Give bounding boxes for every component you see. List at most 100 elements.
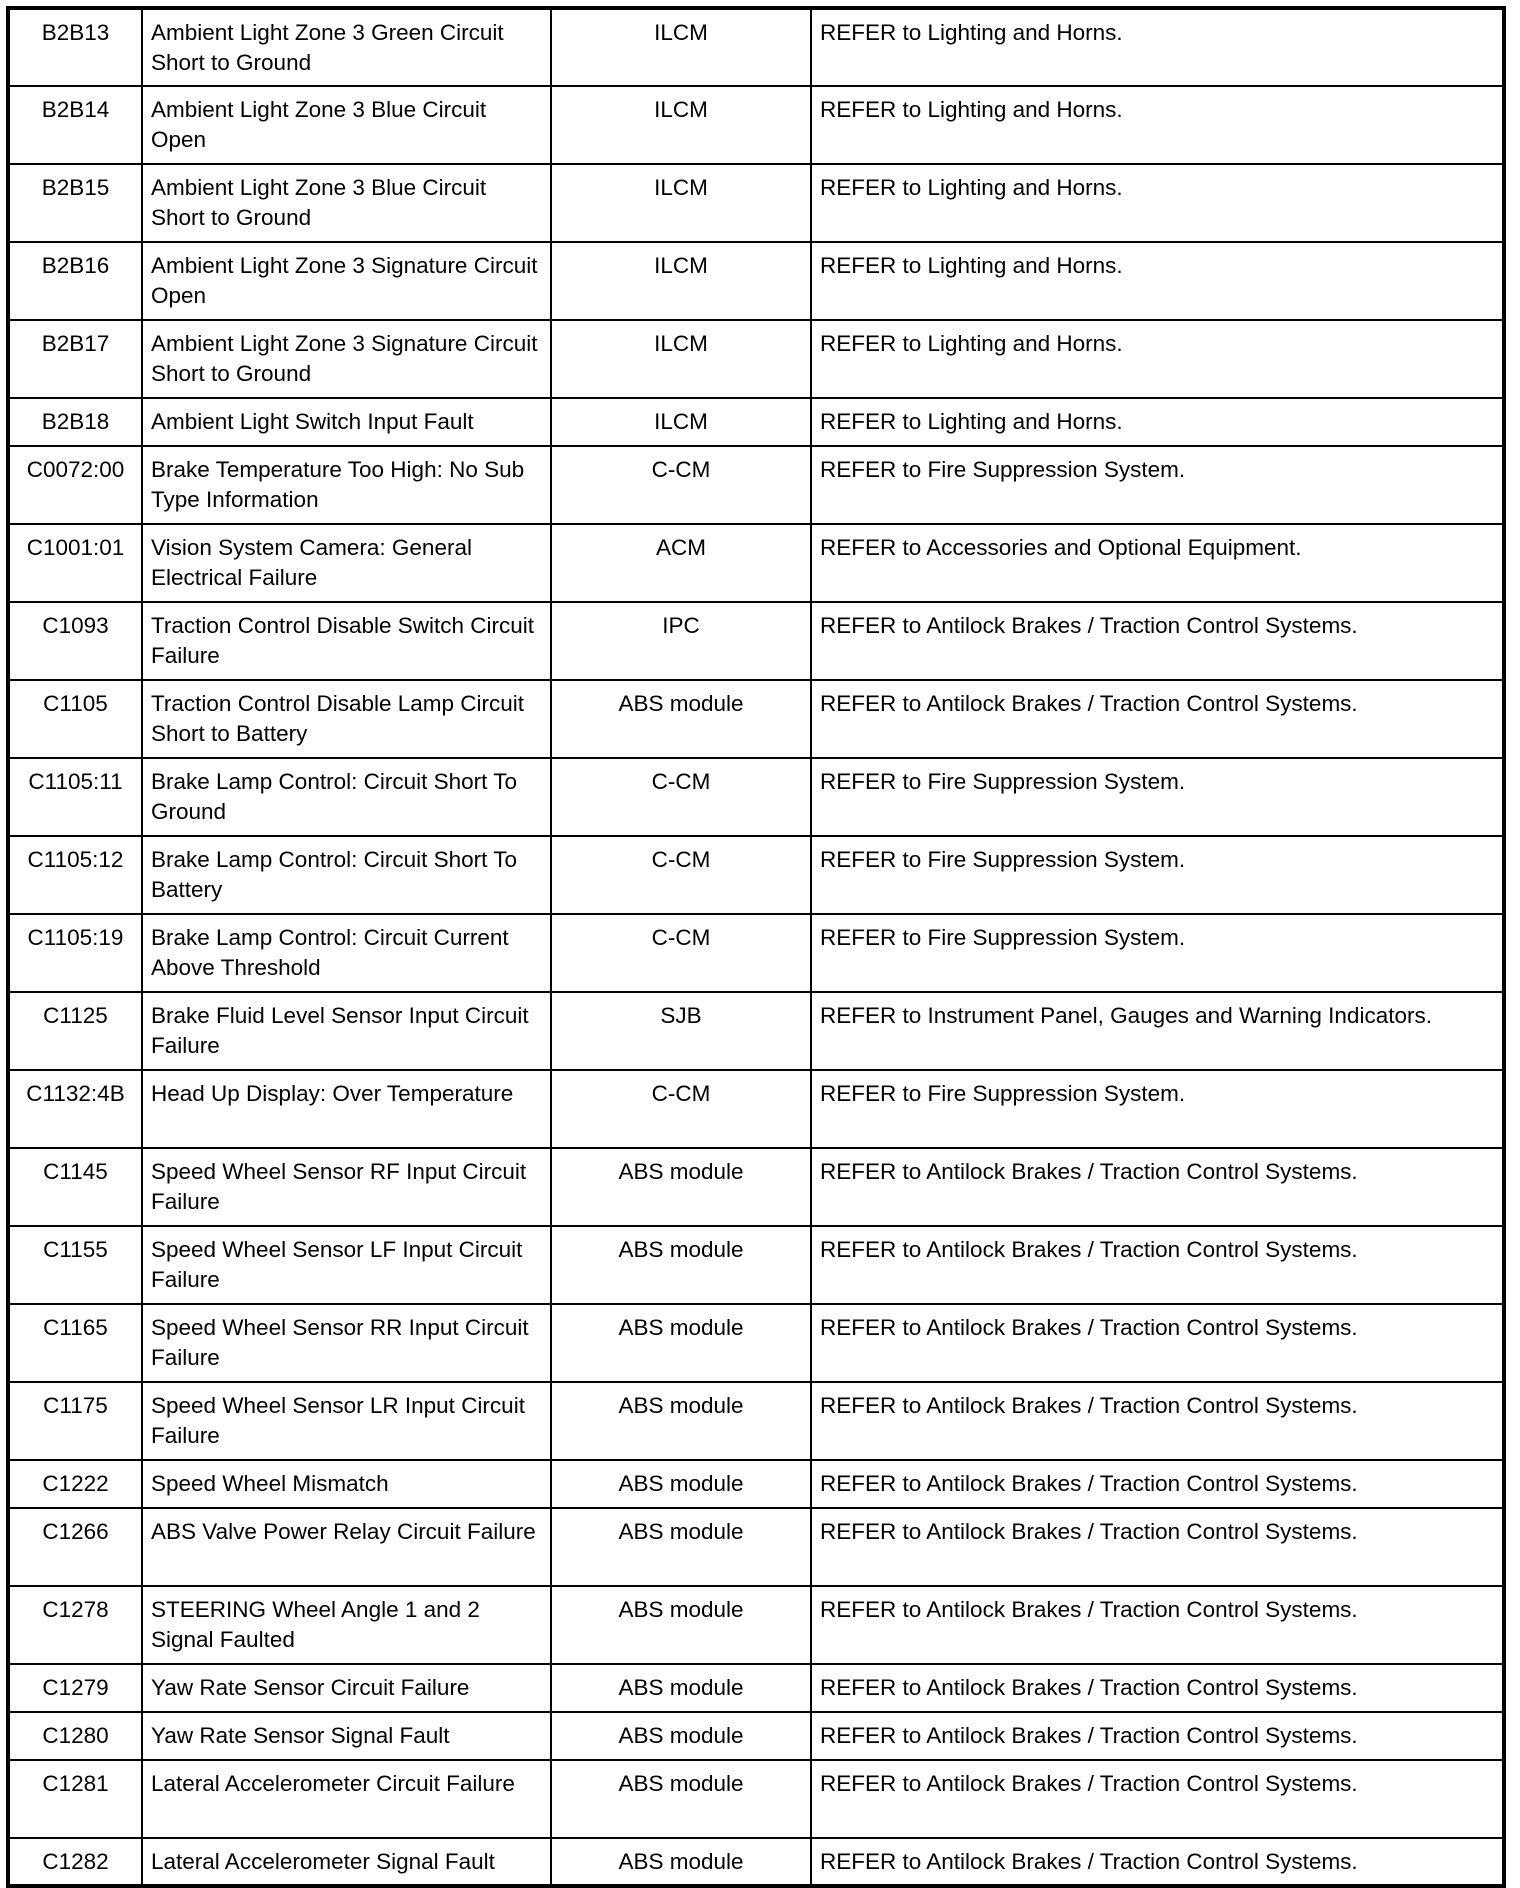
dtc-description: Brake Fluid Level Sensor Input Circuit F… (141, 991, 552, 1071)
dtc-table: B2B13 Ambient Light Zone 3 Green Circuit … (6, 6, 1506, 1888)
dtc-code: C1280 (7, 1711, 143, 1761)
module-name: C-CM (550, 913, 812, 993)
action-text: REFER to Fire Suppression System. (810, 835, 1505, 915)
action-text: REFER to Antilock Brakes / Traction Cont… (810, 1459, 1505, 1509)
dtc-description: Traction Control Disable Switch Circuit … (141, 601, 552, 681)
module-name: ABS module (550, 1225, 812, 1305)
action-text: REFER to Antilock Brakes / Traction Cont… (810, 1147, 1505, 1227)
action-text: REFER to Fire Suppression System. (810, 757, 1505, 837)
dtc-code: C1175 (7, 1381, 143, 1461)
action-text: REFER to Antilock Brakes / Traction Cont… (810, 1837, 1505, 1887)
module-name: ABS module (550, 1837, 812, 1887)
dtc-description: Brake Lamp Control: Circuit Current Abov… (141, 913, 552, 993)
module-name: ABS module (550, 1507, 812, 1587)
dtc-code: C1125 (7, 991, 143, 1071)
table-row: C0072:00 Brake Temperature Too High: No S… (7, 445, 1505, 525)
dtc-code: C1282 (7, 1837, 143, 1887)
dtc-description: Ambient Light Switch Input Fault (141, 397, 552, 447)
table-row: B2B18 Ambient Light Switch Input Fault ILC… (7, 397, 1505, 447)
module-name: ILCM (550, 319, 812, 399)
table-row: C1105:19 Brake Lamp Control: Circuit Curr… (7, 913, 1505, 993)
dtc-description: Lateral Accelerometer Circuit Failure (141, 1759, 552, 1839)
dtc-description: Brake Temperature Too High: No Sub Type … (141, 445, 552, 525)
action-text: REFER to Antilock Brakes / Traction Cont… (810, 1711, 1505, 1761)
dtc-code: C1093 (7, 601, 143, 681)
table-row: C1279 Yaw Rate Sensor Circuit Failure ABS … (7, 1663, 1505, 1713)
table-row: C1125 Brake Fluid Level Sensor Input Circ… (7, 991, 1505, 1071)
action-text: REFER to Antilock Brakes / Traction Cont… (810, 601, 1505, 681)
dtc-description: Brake Lamp Control: Circuit Short To Gro… (141, 757, 552, 837)
table-row: C1001:01 Vision System Camera: General El… (7, 523, 1505, 603)
module-name: C-CM (550, 445, 812, 525)
dtc-description: Lateral Accelerometer Signal Fault (141, 1837, 552, 1887)
action-text: REFER to Antilock Brakes / Traction Cont… (810, 1381, 1505, 1461)
action-text: REFER to Antilock Brakes / Traction Cont… (810, 1225, 1505, 1305)
dtc-description: Vision System Camera: General Electrical… (141, 523, 552, 603)
dtc-code: C1132:4B (7, 1069, 143, 1149)
table-row: C1093 Traction Control Disable Switch Cir… (7, 601, 1505, 681)
table-row: C1105 Traction Control Disable Lamp Circu… (7, 679, 1505, 759)
module-name: ILCM (550, 7, 812, 87)
table-row: B2B14 Ambient Light Zone 3 Blue Circuit O… (7, 85, 1505, 165)
table-row: B2B15 Ambient Light Zone 3 Blue Circuit S… (7, 163, 1505, 243)
action-text: REFER to Antilock Brakes / Traction Cont… (810, 1303, 1505, 1383)
action-text: REFER to Lighting and Horns. (810, 319, 1505, 399)
dtc-code: C1105 (7, 679, 143, 759)
action-text: REFER to Accessories and Optional Equipm… (810, 523, 1505, 603)
action-text: REFER to Antilock Brakes / Traction Cont… (810, 1585, 1505, 1665)
table-row: C1132:4B Head Up Display: Over Temperatur… (7, 1069, 1505, 1149)
table-row: C1165 Speed Wheel Sensor RR Input Circuit… (7, 1303, 1505, 1383)
module-name: ILCM (550, 85, 812, 165)
dtc-description: Speed Wheel Sensor LR Input Circuit Fail… (141, 1381, 552, 1461)
table-row: C1175 Speed Wheel Sensor LR Input Circuit… (7, 1381, 1505, 1461)
dtc-code: B2B17 (7, 319, 143, 399)
dtc-code: C1105:11 (7, 757, 143, 837)
module-name: ABS module (550, 1663, 812, 1713)
dtc-description: Traction Control Disable Lamp Circuit Sh… (141, 679, 552, 759)
module-name: ABS module (550, 1381, 812, 1461)
dtc-description: Ambient Light Zone 3 Blue Circuit Short … (141, 163, 552, 243)
table-row: B2B16 Ambient Light Zone 3 Signature Circ… (7, 241, 1505, 321)
dtc-code: B2B13 (7, 7, 143, 87)
module-name: ABS module (550, 679, 812, 759)
table-row: B2B17 Ambient Light Zone 3 Signature Circ… (7, 319, 1505, 399)
table-row: C1155 Speed Wheel Sensor LF Input Circuit… (7, 1225, 1505, 1305)
action-text: REFER to Antilock Brakes / Traction Cont… (810, 679, 1505, 759)
dtc-code: C1001:01 (7, 523, 143, 603)
action-text: REFER to Lighting and Horns. (810, 241, 1505, 321)
action-text: REFER to Antilock Brakes / Traction Cont… (810, 1507, 1505, 1587)
action-text: REFER to Lighting and Horns. (810, 397, 1505, 447)
dtc-code: C1266 (7, 1507, 143, 1587)
dtc-description: ABS Valve Power Relay Circuit Failure (141, 1507, 552, 1587)
action-text: REFER to Lighting and Horns. (810, 85, 1505, 165)
table-row: C1280 Yaw Rate Sensor Signal Fault ABS mod… (7, 1711, 1505, 1761)
module-name: ABS module (550, 1711, 812, 1761)
dtc-code: C1165 (7, 1303, 143, 1383)
dtc-description: Ambient Light Zone 3 Green Circuit Short… (141, 7, 552, 87)
dtc-code: C1155 (7, 1225, 143, 1305)
table-row: C1145 Speed Wheel Sensor RF Input Circuit… (7, 1147, 1505, 1227)
action-text: REFER to Lighting and Horns. (810, 7, 1505, 87)
table-row: C1222 Speed Wheel Mismatch ABS module REFER… (7, 1459, 1505, 1509)
module-name: ILCM (550, 397, 812, 447)
dtc-code: C1279 (7, 1663, 143, 1713)
module-name: C-CM (550, 835, 812, 915)
action-text: REFER to Fire Suppression System. (810, 1069, 1505, 1149)
action-text: REFER to Instrument Panel, Gauges and Wa… (810, 991, 1505, 1071)
table-row: C1105:11 Brake Lamp Control: Circuit Shor… (7, 757, 1505, 837)
table-row: C1282 Lateral Accelerometer Signal Fault A… (7, 1837, 1505, 1887)
dtc-description: Speed Wheel Sensor RF Input Circuit Fail… (141, 1147, 552, 1227)
module-name: ABS module (550, 1759, 812, 1839)
action-text: REFER to Fire Suppression System. (810, 445, 1505, 525)
table-row: C1278 STEERING Wheel Angle 1 and 2 Signal… (7, 1585, 1505, 1665)
dtc-code: C1222 (7, 1459, 143, 1509)
module-name: IPC (550, 601, 812, 681)
module-name: ABS module (550, 1303, 812, 1383)
dtc-code: C1281 (7, 1759, 143, 1839)
dtc-code: B2B16 (7, 241, 143, 321)
dtc-description: STEERING Wheel Angle 1 and 2 Signal Faul… (141, 1585, 552, 1665)
module-name: ABS module (550, 1147, 812, 1227)
dtc-description: Ambient Light Zone 3 Signature Circuit S… (141, 319, 552, 399)
table-row: C1266 ABS Valve Power Relay Circuit Failu… (7, 1507, 1505, 1587)
action-text: REFER to Lighting and Horns. (810, 163, 1505, 243)
